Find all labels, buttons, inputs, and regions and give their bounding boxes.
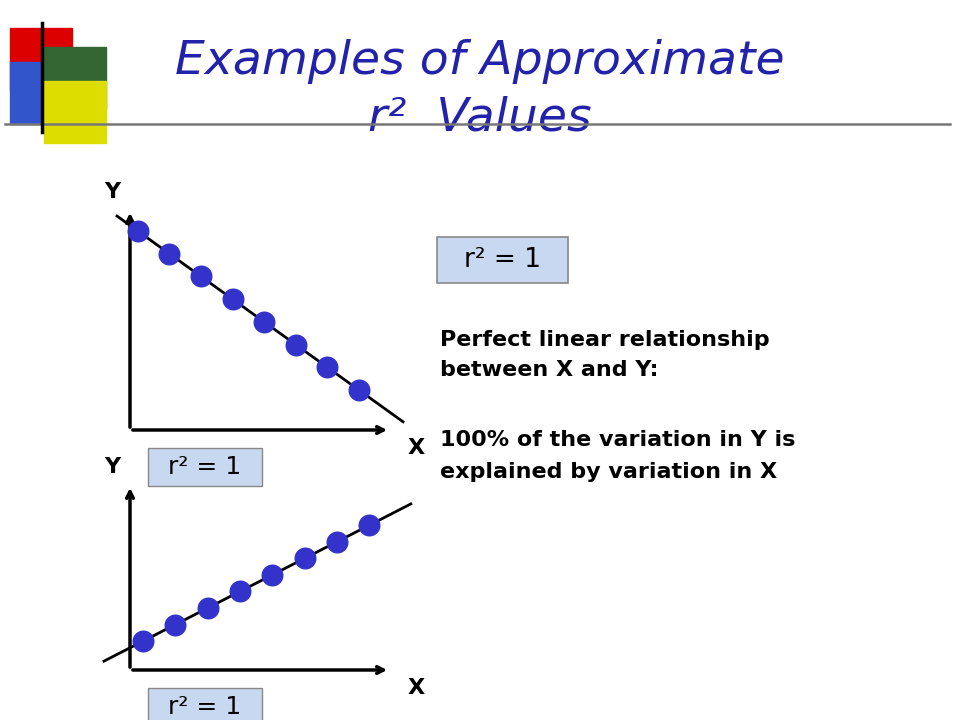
Bar bbox=[10, 28, 72, 90]
Text: X: X bbox=[408, 678, 425, 698]
Point bbox=[256, 316, 272, 328]
Point bbox=[225, 293, 240, 305]
Text: r²  Values: r² Values bbox=[369, 96, 591, 140]
Point bbox=[131, 225, 146, 237]
Point bbox=[161, 248, 177, 259]
Point bbox=[351, 384, 367, 396]
Point bbox=[297, 553, 312, 564]
FancyBboxPatch shape bbox=[148, 688, 262, 720]
Bar bbox=[10, 62, 72, 124]
Point bbox=[232, 585, 248, 597]
Point bbox=[200, 602, 215, 613]
Text: between X and Y:: between X and Y: bbox=[440, 360, 659, 380]
Point bbox=[288, 339, 303, 351]
Text: explained by variation in X: explained by variation in X bbox=[440, 462, 778, 482]
Point bbox=[362, 520, 377, 531]
FancyBboxPatch shape bbox=[437, 237, 568, 283]
Text: Examples of Approximate: Examples of Approximate bbox=[175, 40, 785, 84]
Point bbox=[320, 361, 335, 373]
Bar bbox=[44, 47, 107, 109]
Text: r² = 1: r² = 1 bbox=[168, 455, 242, 479]
FancyBboxPatch shape bbox=[148, 448, 262, 486]
Point bbox=[135, 635, 151, 647]
Text: Perfect linear relationship: Perfect linear relationship bbox=[440, 330, 770, 350]
Text: Y: Y bbox=[104, 182, 120, 202]
Point bbox=[329, 536, 345, 548]
Text: r² = 1: r² = 1 bbox=[464, 247, 540, 273]
Bar bbox=[44, 81, 107, 143]
Text: r² = 1: r² = 1 bbox=[168, 695, 242, 719]
Text: 100% of the variation in Y is: 100% of the variation in Y is bbox=[440, 430, 796, 450]
Point bbox=[265, 570, 280, 581]
Text: Y: Y bbox=[104, 457, 120, 477]
Text: X: X bbox=[408, 438, 425, 458]
Point bbox=[193, 271, 208, 282]
Point bbox=[168, 618, 183, 630]
